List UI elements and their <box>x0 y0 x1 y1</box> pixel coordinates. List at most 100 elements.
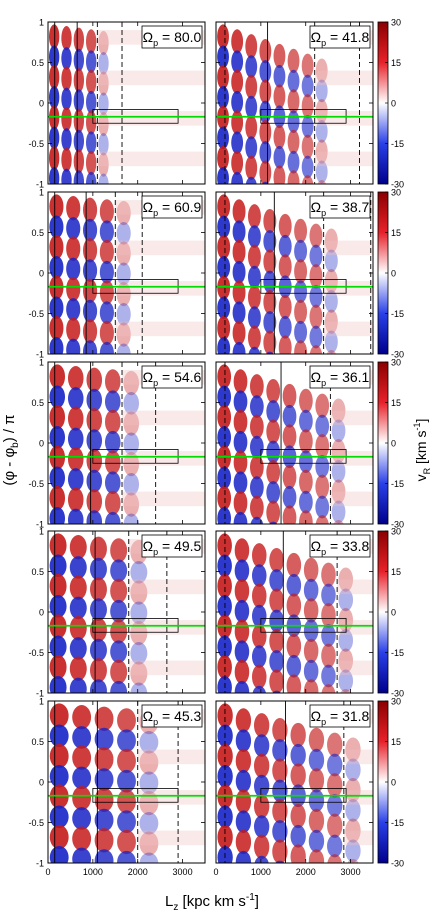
heatmap-red-blob <box>321 684 336 693</box>
heatmap-blue-blob <box>139 811 159 835</box>
heatmap-body <box>216 192 373 354</box>
omega-label: Ωp = 54.6 <box>143 369 202 388</box>
heatmap-red-blob <box>110 619 128 644</box>
heatmap-blue-blob <box>49 506 66 524</box>
heatmap-blue-blob <box>254 855 269 863</box>
heatmap-red-blob <box>72 705 92 730</box>
omega-label-box <box>141 704 203 728</box>
heatmap-blue-blob <box>49 296 64 320</box>
heatmap-red-blob <box>294 299 308 325</box>
heatmap-red-blob <box>233 409 248 435</box>
heatmap-blue-blob <box>69 677 87 693</box>
heatmap-blue-blob <box>94 768 114 791</box>
y-tick-label: 1 <box>39 697 44 707</box>
heatmap-red-blob <box>286 674 302 693</box>
heatmap-red-blob <box>333 519 344 524</box>
heatmap-red-blob <box>233 369 248 394</box>
heatmap-blue-blob <box>217 166 229 184</box>
heatmap-blue-blob <box>247 225 261 248</box>
heatmap-blue-blob <box>217 336 231 354</box>
heatmap-blue-blob <box>345 799 361 822</box>
heatmap-red-blob <box>99 280 114 305</box>
heatmap-blue-blob <box>327 794 343 817</box>
heatmap-red-blob <box>104 409 121 435</box>
heatmap-red-blob <box>303 638 319 664</box>
x-tick-label: 2000 <box>128 867 148 877</box>
heatmap-red-blob <box>247 204 261 229</box>
heatmap-blue-blob <box>266 481 281 504</box>
heatmap-blue-blob <box>94 808 114 832</box>
heatmap-red-blob <box>130 580 148 605</box>
heatmap-body <box>216 22 373 184</box>
heatmap-body <box>48 531 205 693</box>
heatmap-blue-blob <box>249 395 264 418</box>
colorbar-1: 30 15 0 -15 -30 <box>377 188 404 360</box>
heatmap-body <box>48 701 205 863</box>
heatmap-blue-blob <box>303 619 319 642</box>
heatmap-blue-blob <box>263 311 277 334</box>
heatmap-red-blob <box>294 218 308 244</box>
heatmap-blue-blob <box>321 583 336 607</box>
heatmap-red-blob <box>231 110 244 135</box>
heatmap-blue-blob <box>273 64 286 88</box>
heatmap-blue-blob <box>117 729 136 753</box>
heatmap-blue-blob <box>269 569 284 592</box>
heatmap-faint-band <box>122 491 205 507</box>
heatmap-red-blob <box>234 578 250 604</box>
panel-0-0: 1 0.5 0 -0.5 -1 Ωp = 80.0 <box>28 18 206 190</box>
heatmap-blue-blob <box>49 724 69 748</box>
heatmap-blue-blob <box>286 573 302 597</box>
heatmap-red-blob <box>249 374 264 399</box>
heatmap-blue-blob <box>232 260 246 284</box>
heatmap-red-blob <box>278 335 292 354</box>
heatmap-red-blob <box>48 64 60 90</box>
heatmap-blue-blob <box>61 168 72 184</box>
heatmap-red-blob <box>282 424 297 449</box>
colorbar-tick-label: -30 <box>391 859 404 869</box>
y-tick-label: -0.5 <box>28 818 44 828</box>
heatmap-blue-blob <box>49 764 69 788</box>
colorbar-tick-label: 0 <box>391 778 396 788</box>
heatmap-red-blob <box>94 706 114 731</box>
heatmap-red-blob <box>123 411 140 436</box>
heatmap-blue-blob <box>110 599 128 623</box>
heatmap-red-blob <box>72 826 92 851</box>
heatmap-blue-blob <box>104 430 121 454</box>
heatmap-red-blob <box>217 743 233 769</box>
heatmap-blue-blob <box>299 450 313 473</box>
heatmap-red-blob <box>345 737 361 762</box>
heatmap-blue-blob <box>49 554 67 578</box>
y-tick-label: -1 <box>36 520 44 530</box>
heatmap-red-blob <box>269 588 284 613</box>
heatmap-red-blob <box>308 727 325 753</box>
colorbar-tick-label: -30 <box>391 520 404 530</box>
heatmap-blue-blob <box>291 906 306 917</box>
heatmap-red-blob <box>116 241 131 266</box>
heatmap-blue-blob <box>61 47 72 70</box>
heatmap-blue-blob <box>321 664 336 688</box>
y-tick-label: 1 <box>39 527 44 537</box>
omega-label-box <box>141 25 203 49</box>
heatmap-red-blob <box>331 398 346 423</box>
heatmap-blue-blob <box>315 414 330 438</box>
heatmap-red-blob <box>315 434 330 459</box>
heatmap-red-blob <box>116 281 131 307</box>
heatmap-blue-blob <box>231 171 244 184</box>
heatmap-red-blob <box>217 485 232 511</box>
heatmap-red-blob <box>61 107 72 132</box>
heatmap-blue-blob <box>98 173 109 184</box>
heatmap-blue-blob <box>327 834 343 858</box>
panel-3-0: 1 0.5 0 -0.5 -1 Ωp = 49.5 <box>28 527 206 699</box>
heatmap-blue-blob <box>259 141 272 164</box>
heatmap-red-blob <box>315 58 328 83</box>
heatmap-red-blob <box>317 179 327 184</box>
heatmap-blue-blob <box>104 390 121 414</box>
heatmap-faint-band <box>323 281 373 296</box>
heatmap-blue-blob <box>94 727 114 751</box>
heatmap-blue-blob <box>217 126 229 150</box>
y-tick-label: 0.5 <box>31 398 44 408</box>
y-tick-label: 0.5 <box>31 58 44 68</box>
heatmap-blue-blob <box>233 511 248 524</box>
heatmap-blue-blob <box>252 685 267 693</box>
heatmap-blue-blob <box>294 239 308 263</box>
